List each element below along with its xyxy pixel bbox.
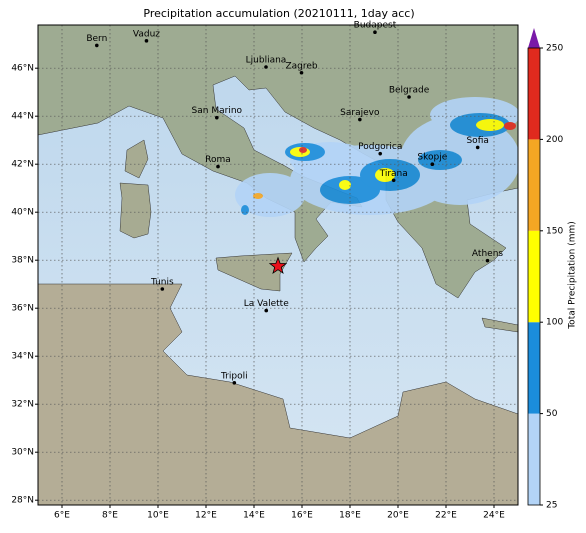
colorbar-tick-label: 150 [546,226,563,236]
colorbar-frame [527,47,541,506]
city-label: Ljubliana [246,56,287,66]
colorbar-segment [528,413,540,505]
colorbar-tick-label: 100 [546,318,563,328]
y-tick-label: 46°N [11,64,34,74]
x-tick-label: 20°E [387,511,409,521]
y-tick-label: 38°N [11,256,34,266]
city-dot [407,95,411,99]
city-label: Budapest [354,21,397,31]
colorbar-segment [528,48,540,140]
x-tick-label: 16°E [291,511,313,521]
colorbar-tick-label: 200 [546,135,563,145]
y-tick-label: 40°N [11,208,34,218]
city-dot [264,308,269,313]
city-label: Sarajevo [340,108,380,118]
city-label: Tunis [150,278,174,288]
event-star [268,256,288,275]
city-dot [358,117,362,122]
y-tick-label: 32°N [11,400,34,410]
x-tick-label: 12°E [195,511,217,521]
y-tick-label: 36°N [11,304,34,314]
city-dot [264,65,268,69]
city-dot [475,145,480,150]
map-title: Precipitation accumulation (20210111, 1d… [143,7,414,20]
city-dot [144,39,149,43]
city-label: Vaduz [133,29,160,39]
colorbar-tick-label: 50 [546,409,558,419]
x-tick-label: 6°E [54,511,70,521]
colorbar-segment [528,322,540,414]
city-dot [378,151,383,156]
city-dot [430,162,435,166]
colorbar-extend [528,28,540,48]
y-tick-label: 28°N [11,496,34,506]
x-tick-label: 24°E [483,511,505,521]
city-dot [485,258,490,263]
y-tick-label: 34°N [11,352,34,362]
city-dot [232,381,237,385]
city-dot [373,30,377,34]
y-tick-label: 44°N [11,112,34,122]
city-label: Tripoli [220,371,248,381]
city-label: La Valette [244,299,289,309]
city-dot [215,115,219,120]
city-dot [391,178,396,183]
city-label: Belgrade [389,86,430,96]
city-dot [95,43,99,48]
city-label: Roma [205,155,231,165]
city-label: Athens [472,249,503,259]
city-label: Skopje [417,153,447,163]
x-tick-label: 18°E [339,511,361,521]
y-tick-label: 42°N [11,160,34,170]
city-dot [160,287,165,291]
colorbar-tick-label: 25 [546,501,557,511]
city-label: San Marino [192,106,243,116]
city-label: Zagreb [285,61,317,71]
city-label: Sofia [466,136,488,146]
city-dot [216,164,220,169]
x-tick-label: 10°E [147,511,169,521]
y-tick-label: 30°N [11,448,34,458]
colorbar-segment [528,230,540,323]
city-dot [299,70,304,75]
colorbar-tick-label: 250 [546,44,563,54]
x-tick-label: 22°E [435,511,457,521]
city-label: Podgorica [358,142,402,152]
city-label: Bern [86,34,107,44]
map-frame [37,24,519,506]
x-tick-label: 8°E [102,511,118,521]
city-label: Tirana [379,169,408,179]
x-tick-label: 14°E [243,511,265,521]
colorbar-segment [528,139,540,231]
colorbar-label: Total Precipitation (mm) [568,221,578,330]
